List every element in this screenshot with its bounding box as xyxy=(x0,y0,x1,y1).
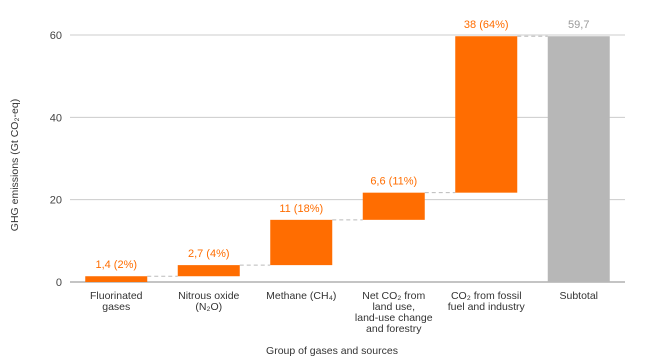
gridlines xyxy=(70,34,625,283)
y-tick-label-60: 60 xyxy=(50,30,62,42)
bar-3 xyxy=(362,192,425,220)
category-label-3-3: and forestry xyxy=(366,323,422,335)
bar-0 xyxy=(85,276,148,282)
y-tick-label-0: 0 xyxy=(56,277,62,289)
category-label-0-0: Fluorinated xyxy=(90,290,143,302)
data-label-5: 59,7 xyxy=(568,19,589,31)
category-label-0-1: gases xyxy=(102,301,130,313)
category-label-4-0: CO₂ from fossil xyxy=(451,290,522,302)
connector-lines xyxy=(147,35,548,277)
y-tick-label-40: 40 xyxy=(50,112,62,124)
data-label-0: 1,4 (2%) xyxy=(95,259,137,271)
category-label-3-0: Net CO₂ from xyxy=(362,290,425,302)
bar-4 xyxy=(455,36,518,193)
category-label-2-0: Methane (CH₄) xyxy=(266,290,336,302)
category-label-1-0: Nitrous oxide xyxy=(178,290,239,302)
category-label-1-1: (N₂O) xyxy=(195,301,222,313)
category-label-5-0: Subtotal xyxy=(559,290,598,302)
category-label-4-1: fuel and industry xyxy=(448,301,526,313)
bar-5 xyxy=(547,36,610,282)
data-labels: 1,4 (2%) 2,7 (4%) 11 (18%) 6,6 (11%) 38 (64%… xyxy=(95,19,589,271)
bars xyxy=(85,36,610,282)
y-axis-title: GHG emissions (Gt CO₂-eq) xyxy=(9,99,21,231)
bar-1 xyxy=(177,265,240,277)
y-tick-labels: 0 20 40 60 xyxy=(50,30,62,289)
category-label-3-2: land-use change xyxy=(355,312,433,324)
category-label-3-1: land use, xyxy=(372,301,415,313)
x-axis-title: Group of gases and sources xyxy=(266,345,398,357)
data-label-2: 11 (18%) xyxy=(279,203,323,215)
y-tick-label-20: 20 xyxy=(50,195,62,207)
data-label-4: 38 (64%) xyxy=(464,19,509,31)
data-label-3: 6,6 (11%) xyxy=(370,176,417,188)
bar-2 xyxy=(270,219,333,266)
data-label-1: 2,7 (4%) xyxy=(188,248,230,260)
